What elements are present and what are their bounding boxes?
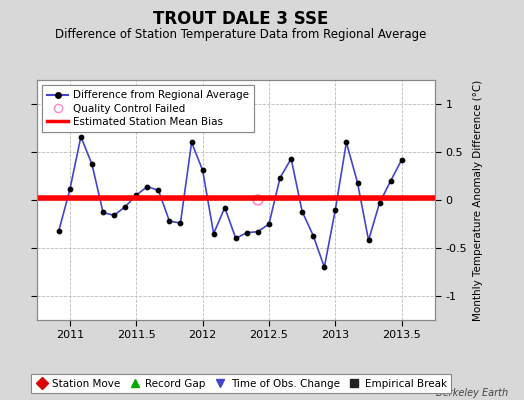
Y-axis label: Monthly Temperature Anomaly Difference (°C): Monthly Temperature Anomaly Difference (… bbox=[473, 79, 483, 321]
Point bbox=[132, 192, 140, 198]
Point bbox=[298, 208, 307, 215]
Point bbox=[188, 139, 196, 146]
Point bbox=[254, 228, 262, 235]
Point bbox=[276, 175, 284, 181]
Point bbox=[398, 156, 406, 163]
Legend: Difference from Regional Average, Quality Control Failed, Estimated Station Mean: Difference from Regional Average, Qualit… bbox=[42, 85, 254, 132]
Point bbox=[88, 161, 96, 168]
Point bbox=[331, 206, 340, 213]
Point bbox=[99, 209, 107, 216]
Point bbox=[199, 167, 207, 174]
Legend: Station Move, Record Gap, Time of Obs. Change, Empirical Break: Station Move, Record Gap, Time of Obs. C… bbox=[31, 374, 451, 393]
Point bbox=[375, 200, 384, 206]
Point bbox=[232, 235, 240, 242]
Point bbox=[110, 212, 118, 218]
Point bbox=[77, 134, 85, 140]
Point bbox=[210, 230, 218, 237]
Point bbox=[342, 139, 351, 146]
Text: TROUT DALE 3 SSE: TROUT DALE 3 SSE bbox=[154, 10, 329, 28]
Point bbox=[176, 220, 184, 226]
Point bbox=[364, 237, 373, 244]
Point bbox=[221, 204, 229, 211]
Point bbox=[165, 218, 173, 224]
Point bbox=[66, 186, 74, 193]
Text: Berkeley Earth: Berkeley Earth bbox=[436, 388, 508, 398]
Point bbox=[353, 180, 362, 186]
Text: Difference of Station Temperature Data from Regional Average: Difference of Station Temperature Data f… bbox=[56, 28, 427, 41]
Point bbox=[287, 156, 296, 162]
Point bbox=[243, 230, 251, 236]
Point bbox=[154, 187, 162, 194]
Point bbox=[265, 221, 273, 227]
Point bbox=[254, 197, 262, 203]
Point bbox=[320, 264, 329, 270]
Point bbox=[54, 228, 63, 234]
Point bbox=[143, 183, 151, 190]
Point bbox=[121, 204, 129, 210]
Point bbox=[309, 232, 318, 239]
Point bbox=[387, 178, 395, 184]
